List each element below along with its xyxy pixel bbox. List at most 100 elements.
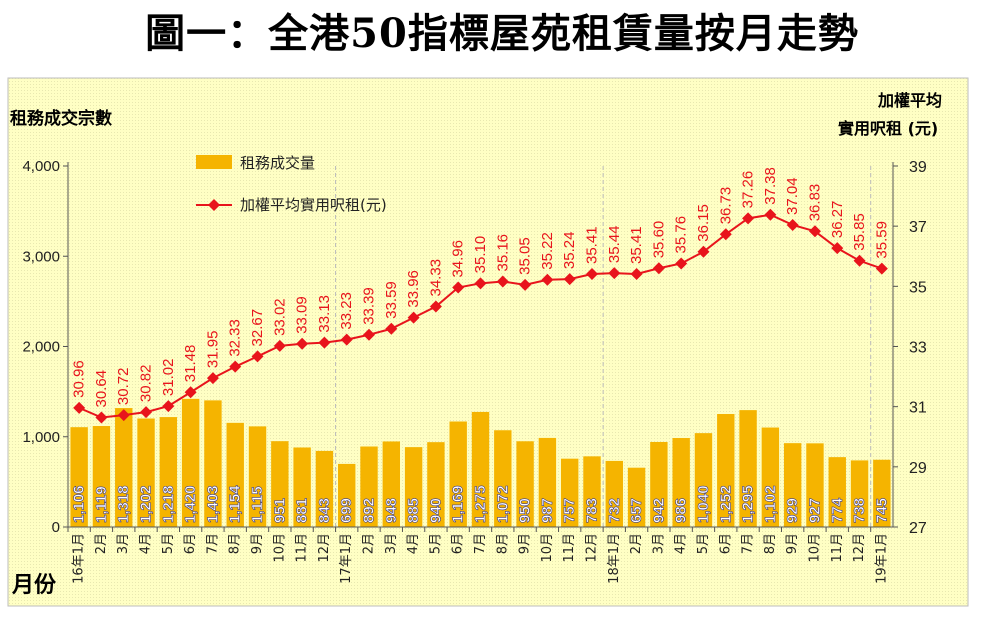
right-axis-label-line2: 實用呎租 (元) — [838, 119, 938, 138]
bar — [137, 418, 155, 527]
x-tick-label: 4月 — [139, 533, 154, 554]
legend-bar-swatch — [196, 155, 232, 169]
x-tick-label: 10月 — [272, 533, 287, 563]
bar — [271, 441, 289, 527]
bar — [650, 441, 668, 527]
right-tick-label: 33 — [909, 340, 927, 357]
bar-value-label: 657 — [628, 498, 645, 523]
rent-marker — [652, 262, 665, 275]
rent-value-label: 33.23 — [338, 292, 355, 330]
bar — [382, 441, 401, 527]
rent-value-label: 36.15 — [695, 204, 712, 242]
bar-value-label: 885 — [405, 498, 422, 523]
x-tick-label: 9月 — [785, 533, 800, 554]
bar-value-label: 1,115 — [249, 486, 266, 523]
bar-value-label: 927 — [806, 498, 823, 523]
bar — [226, 422, 244, 527]
bar-value-label: 1,218 — [160, 485, 177, 523]
x-tick-label: 12月 — [852, 533, 867, 563]
rent-marker — [340, 333, 353, 346]
rent-value-label: 37.38 — [762, 167, 779, 205]
bar — [560, 458, 579, 527]
rent-marker — [229, 360, 242, 373]
x-tick-label: 12月 — [317, 533, 332, 563]
rent-marker — [675, 257, 688, 270]
bar — [717, 414, 735, 527]
bar — [583, 456, 601, 527]
bar-value-label: 738 — [851, 498, 868, 523]
rent-marker — [206, 372, 219, 385]
rent-marker — [385, 322, 398, 335]
rent-marker — [251, 350, 264, 363]
x-tick-label: 6月 — [718, 533, 733, 554]
bar — [850, 460, 869, 527]
rent-marker — [407, 311, 420, 324]
bar — [315, 450, 334, 527]
rent-value-label: 34.33 — [427, 259, 444, 297]
rent-value-label: 34.96 — [450, 240, 467, 278]
x-tick-label: 16年1月 — [72, 533, 87, 584]
x-tick-label: 5月 — [696, 533, 711, 554]
rent-value-label: 31.02 — [160, 359, 177, 397]
rent-marker — [452, 281, 465, 294]
rent-value-label: 32.33 — [227, 319, 244, 357]
x-tick-label: 2月 — [362, 533, 377, 554]
x-tick-label: 6月 — [451, 533, 466, 554]
x-axis-label: 月份 — [11, 573, 57, 598]
left-axis-label: 租務成交宗數 — [10, 108, 112, 129]
bar-value-label: 774 — [829, 497, 846, 523]
rent-value-label: 32.67 — [249, 309, 266, 347]
right-axis-label-line1: 加權平均 — [877, 91, 942, 110]
bar-value-label: 1,040 — [695, 485, 712, 523]
left-tick-label: 0 — [52, 519, 60, 536]
right-tick-label: 27 — [909, 520, 927, 537]
x-tick-label: 6月 — [183, 533, 198, 554]
rent-value-label: 35.16 — [494, 234, 511, 272]
x-tick-label: 4月 — [674, 533, 689, 554]
right-tick-label: 35 — [909, 279, 927, 296]
bar — [248, 426, 267, 527]
x-tick-label: 2月 — [94, 533, 109, 554]
left-tick-label: 2,000 — [22, 339, 60, 356]
bar-value-label: 929 — [784, 498, 801, 523]
rent-value-label: 33.96 — [405, 270, 422, 308]
bar — [159, 417, 178, 527]
rent-marker — [296, 337, 309, 350]
rent-value-label: 35.10 — [472, 236, 489, 274]
bar — [627, 467, 646, 527]
bar — [806, 443, 824, 527]
bar-value-label: 881 — [294, 498, 311, 523]
bar-value-label: 699 — [338, 498, 355, 523]
rent-marker — [563, 273, 576, 286]
bar-value-label: 1,318 — [115, 485, 132, 523]
bar — [204, 400, 222, 527]
bar-value-label: 757 — [561, 498, 578, 523]
rent-value-label: 33.09 — [294, 296, 311, 334]
bar — [694, 433, 713, 527]
bar — [783, 443, 802, 527]
bar-value-label: 987 — [539, 498, 556, 523]
x-tick-label: 11月 — [295, 533, 310, 563]
rent-marker — [742, 212, 755, 225]
x-tick-label: 8月 — [763, 533, 778, 554]
bar-value-label: 1,252 — [717, 485, 734, 523]
x-tick-label: 3月 — [116, 533, 131, 554]
bar — [404, 447, 423, 527]
bar-value-label: 948 — [383, 498, 400, 523]
bar-value-label: 1,169 — [450, 485, 467, 523]
rent-value-label: 35.59 — [873, 221, 890, 259]
bar-value-label: 1,275 — [472, 485, 489, 523]
bar — [70, 427, 88, 527]
rent-value-label: 33.13 — [316, 295, 333, 333]
rent-marker — [162, 400, 175, 413]
rent-value-label: 35.76 — [673, 216, 690, 254]
rent-marker — [541, 273, 554, 286]
bar — [761, 427, 780, 527]
x-tick-label: 19年1月 — [874, 533, 889, 584]
bar — [828, 457, 846, 527]
rent-marker — [585, 267, 598, 280]
x-tick-label: 9月 — [250, 533, 265, 554]
rent-value-label: 30.64 — [93, 370, 110, 408]
rent-marker — [73, 401, 86, 414]
bar-value-label: 1,420 — [182, 485, 199, 523]
